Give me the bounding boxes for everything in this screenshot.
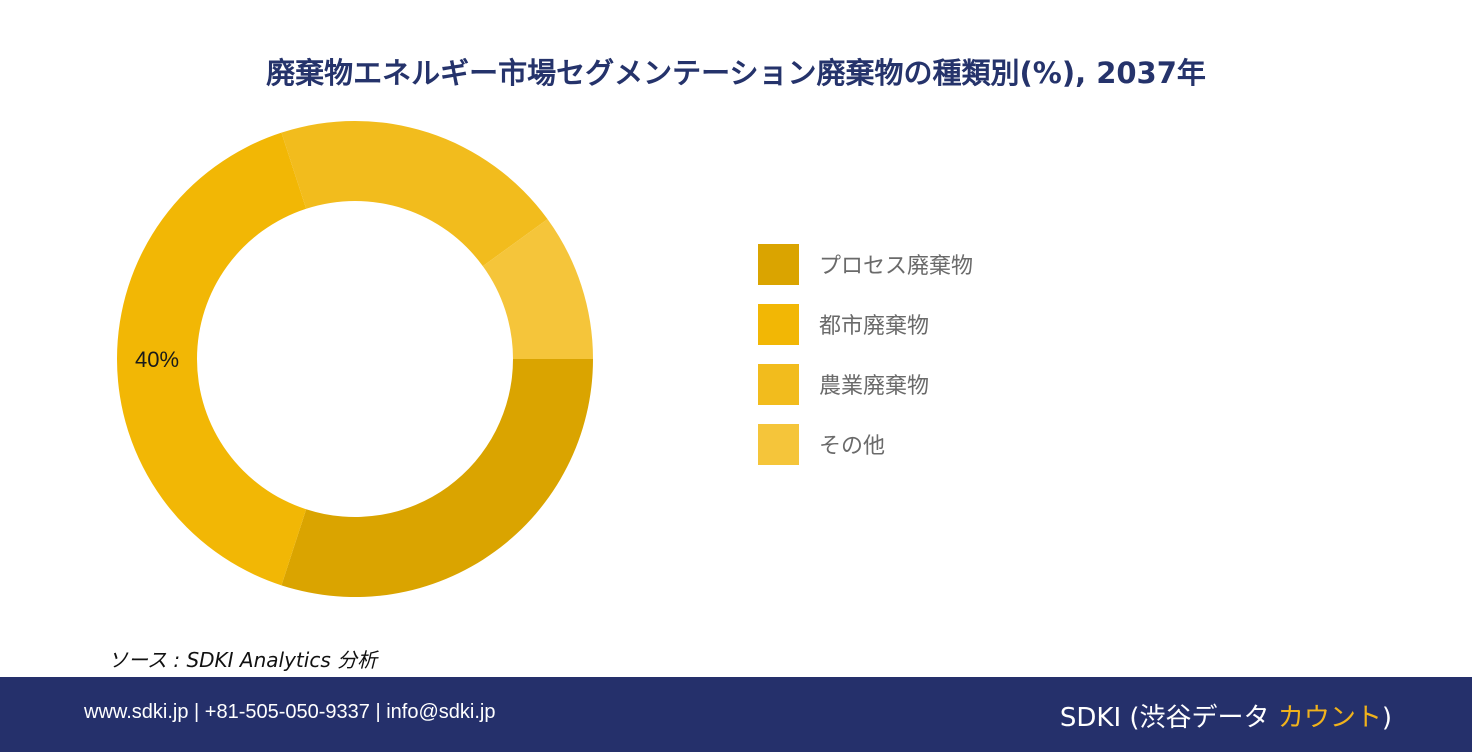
donut-slice-1 — [281, 359, 593, 597]
contact-info: www.sdki.jp | +81-505-050-9337 | info@sd… — [84, 701, 496, 723]
legend-swatch — [758, 363, 799, 405]
legend: プロセス廃棄物 都市廃棄物 農業廃棄物 その他 — [758, 243, 974, 484]
legend-label: 農業廃棄物 — [819, 374, 930, 399]
brand-suffix: ) — [1381, 703, 1392, 733]
legend-item-municipal-waste: 都市廃棄物 — [758, 303, 973, 345]
legend-label: プロセス廃棄物 — [819, 254, 974, 279]
legend-label: 都市廃棄物 — [819, 314, 930, 339]
legend-swatch — [758, 243, 799, 285]
legend-item-agricultural-waste: 農業廃棄物 — [758, 363, 973, 405]
legend-item-process-waste: プロセス廃棄物 — [758, 243, 974, 285]
footer-bar: www.sdki.jp | +81-505-050-9337 | info@sd… — [0, 677, 1472, 752]
brand-accent: カウント — [1277, 703, 1382, 733]
legend-label: その他 — [819, 434, 886, 459]
donut-slice-3 — [281, 121, 548, 267]
data-label-2: 40% — [135, 347, 179, 372]
brand-logo: SDKI (渋谷データ カウント) — [1060, 697, 1392, 734]
donut-chart: 40% — [116, 121, 593, 597]
donut-slice-2 — [116, 132, 307, 586]
legend-swatch — [758, 423, 799, 465]
brand-prefix: SDKI (渋谷データ — [1059, 703, 1278, 733]
legend-item-other: その他 — [758, 423, 973, 465]
donut-slice-4 — [482, 219, 593, 359]
source-note: ソース : SDKI Analytics 分析 — [108, 648, 378, 672]
legend-swatch — [758, 303, 799, 345]
chart-title: 廃棄物エネルギー市場セグメンテーション廃棄物の種類別(%), 2037年 — [266, 56, 1206, 90]
